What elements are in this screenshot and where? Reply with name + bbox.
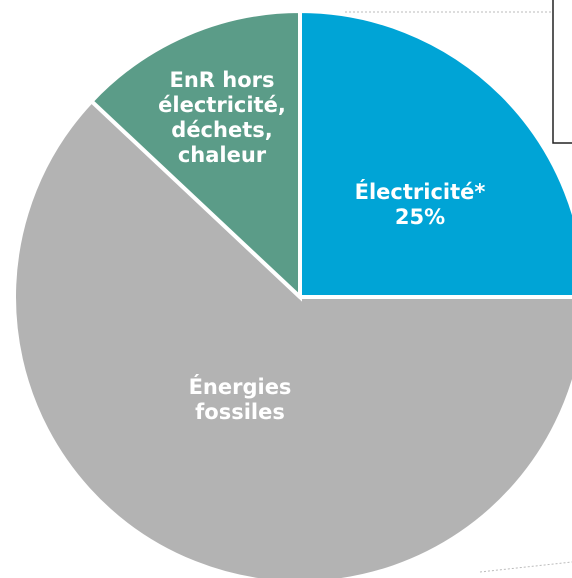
pie-slice — [88, 8, 302, 302]
category-label: Électricité* — [354, 180, 486, 204]
value-label: 25% — [394, 205, 446, 229]
text-box — [552, 0, 572, 144]
pie-slice — [12, 98, 572, 578]
dotted-guide — [479, 561, 572, 573]
slice-label: Énergies fossiles — [150, 375, 330, 425]
slice-label: Électricité* 25% — [340, 180, 500, 230]
slice-label: EnR hors électricité, déchets, chaleur — [147, 68, 297, 168]
category-label: EnR hors électricité, déchets, chaleur — [158, 68, 286, 167]
category-label: Énergies fossiles — [188, 375, 292, 424]
pie-slice — [298, 8, 572, 299]
pie — [12, 8, 572, 578]
